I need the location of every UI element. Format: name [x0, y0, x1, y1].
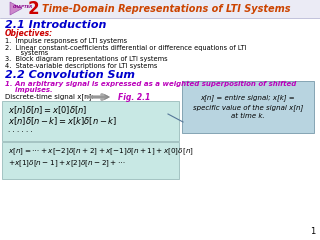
FancyBboxPatch shape [2, 101, 179, 141]
Text: $x[n]\delta[n-k]=x[k]\delta[n-k]$: $x[n]\delta[n-k]=x[k]\delta[n-k]$ [8, 115, 117, 127]
Text: Discrete-time signal x[n]:: Discrete-time signal x[n]: [5, 94, 94, 100]
FancyBboxPatch shape [182, 81, 314, 133]
Text: Objectives:: Objectives: [5, 30, 53, 38]
Text: Fig. 2.1: Fig. 2.1 [118, 92, 150, 102]
FancyBboxPatch shape [2, 142, 179, 179]
Text: 1: 1 [310, 227, 315, 236]
Text: 2.  Linear constant-coefficients differential or difference equations of LTI: 2. Linear constant-coefficients differen… [5, 45, 247, 51]
Text: 1.  Impulse responses of LTI systems: 1. Impulse responses of LTI systems [5, 38, 127, 44]
Text: 3.  Block diagram representations of LTI systems: 3. Block diagram representations of LTI … [5, 56, 168, 62]
Text: x[n] = entire signal; x[k] =
specific value of the signal x[n]
at time k.: x[n] = entire signal; x[k] = specific va… [193, 95, 303, 119]
Text: 1. An arbitrary signal is expressed as a weighted superposition of shifted: 1. An arbitrary signal is expressed as a… [5, 81, 296, 87]
Text: $x[n]=\cdots+x[-2]\delta[n+2]+x[-1]\delta[n+1]+x[0]\delta[n]$: $x[n]=\cdots+x[-2]\delta[n+2]+x[-1]\delt… [8, 147, 194, 157]
Polygon shape [10, 2, 22, 15]
Text: 4.  State-variable descriptions for LTI systems: 4. State-variable descriptions for LTI s… [5, 63, 157, 69]
Text: systems: systems [10, 50, 48, 56]
Text: $x[n]\delta[n]=x[0]\delta[n]$: $x[n]\delta[n]=x[0]\delta[n]$ [8, 104, 87, 116]
Text: 2.1 Introduction: 2.1 Introduction [5, 20, 106, 30]
Text: 2: 2 [28, 0, 40, 18]
Text: CHAPTER: CHAPTER [13, 6, 33, 10]
Text: . . . . . .: . . . . . . [8, 127, 33, 133]
Text: impulses.: impulses. [5, 87, 52, 93]
Bar [0, 0, 320, 18]
Text: 2.2 Convolution Sum: 2.2 Convolution Sum [5, 70, 135, 80]
Text: Time-Domain Representations of LTI Systems: Time-Domain Representations of LTI Syste… [42, 4, 291, 14]
Text: $+x[1]\delta[n-1]+x[2]\delta[n-2]+\cdots$: $+x[1]\delta[n-1]+x[2]\delta[n-2]+\cdots… [8, 159, 126, 169]
